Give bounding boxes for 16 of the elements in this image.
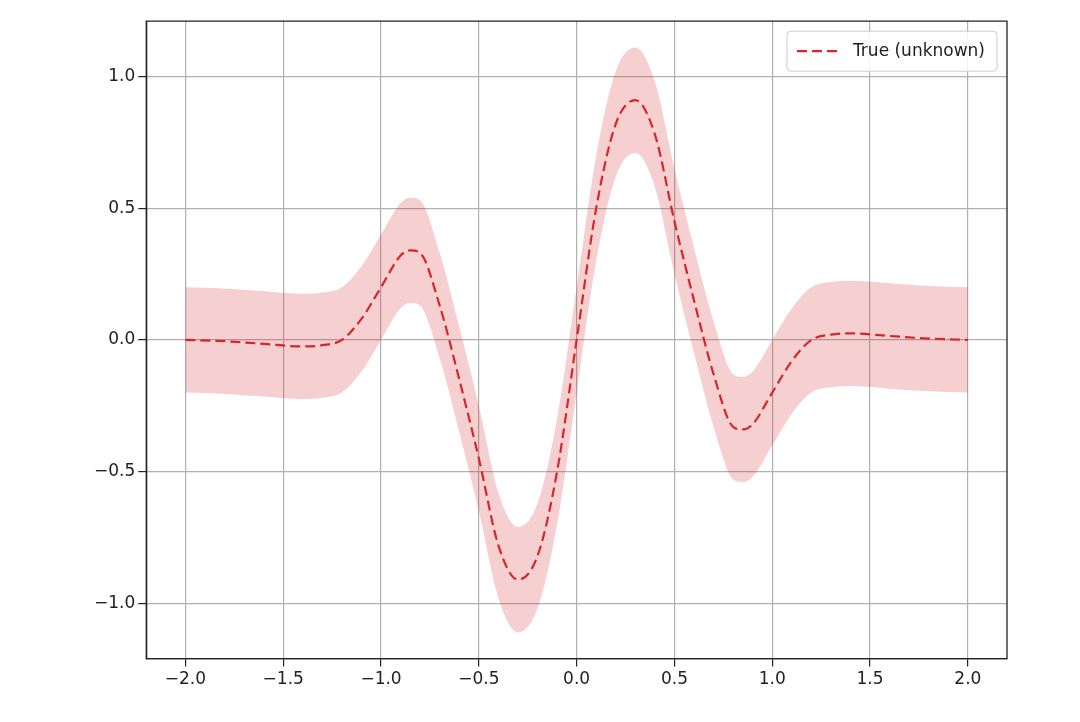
y-tick-label: −0.5 — [94, 460, 136, 481]
x-tick-label: 2.0 — [954, 668, 982, 689]
line-series — [184, 99, 969, 581]
x-tick-label: −1.0 — [360, 668, 402, 689]
x-tick-label: 1.0 — [758, 668, 786, 689]
x-tick-label: 1.5 — [856, 668, 884, 689]
y-tick-label: −1.0 — [94, 591, 136, 612]
y-tick-label: 0.5 — [108, 196, 136, 217]
legend-label: True (unknown) — [851, 39, 986, 60]
x-tick-label: −1.5 — [262, 668, 304, 689]
x-tick-label: 0.0 — [563, 668, 591, 689]
x-tick-label: −2.0 — [164, 668, 207, 689]
x-tick-label: 0.5 — [660, 668, 688, 689]
y-tick-label: 0.0 — [108, 328, 136, 349]
x-tick-label: −0.5 — [458, 668, 500, 689]
y-tick-label: 1.0 — [108, 64, 136, 85]
